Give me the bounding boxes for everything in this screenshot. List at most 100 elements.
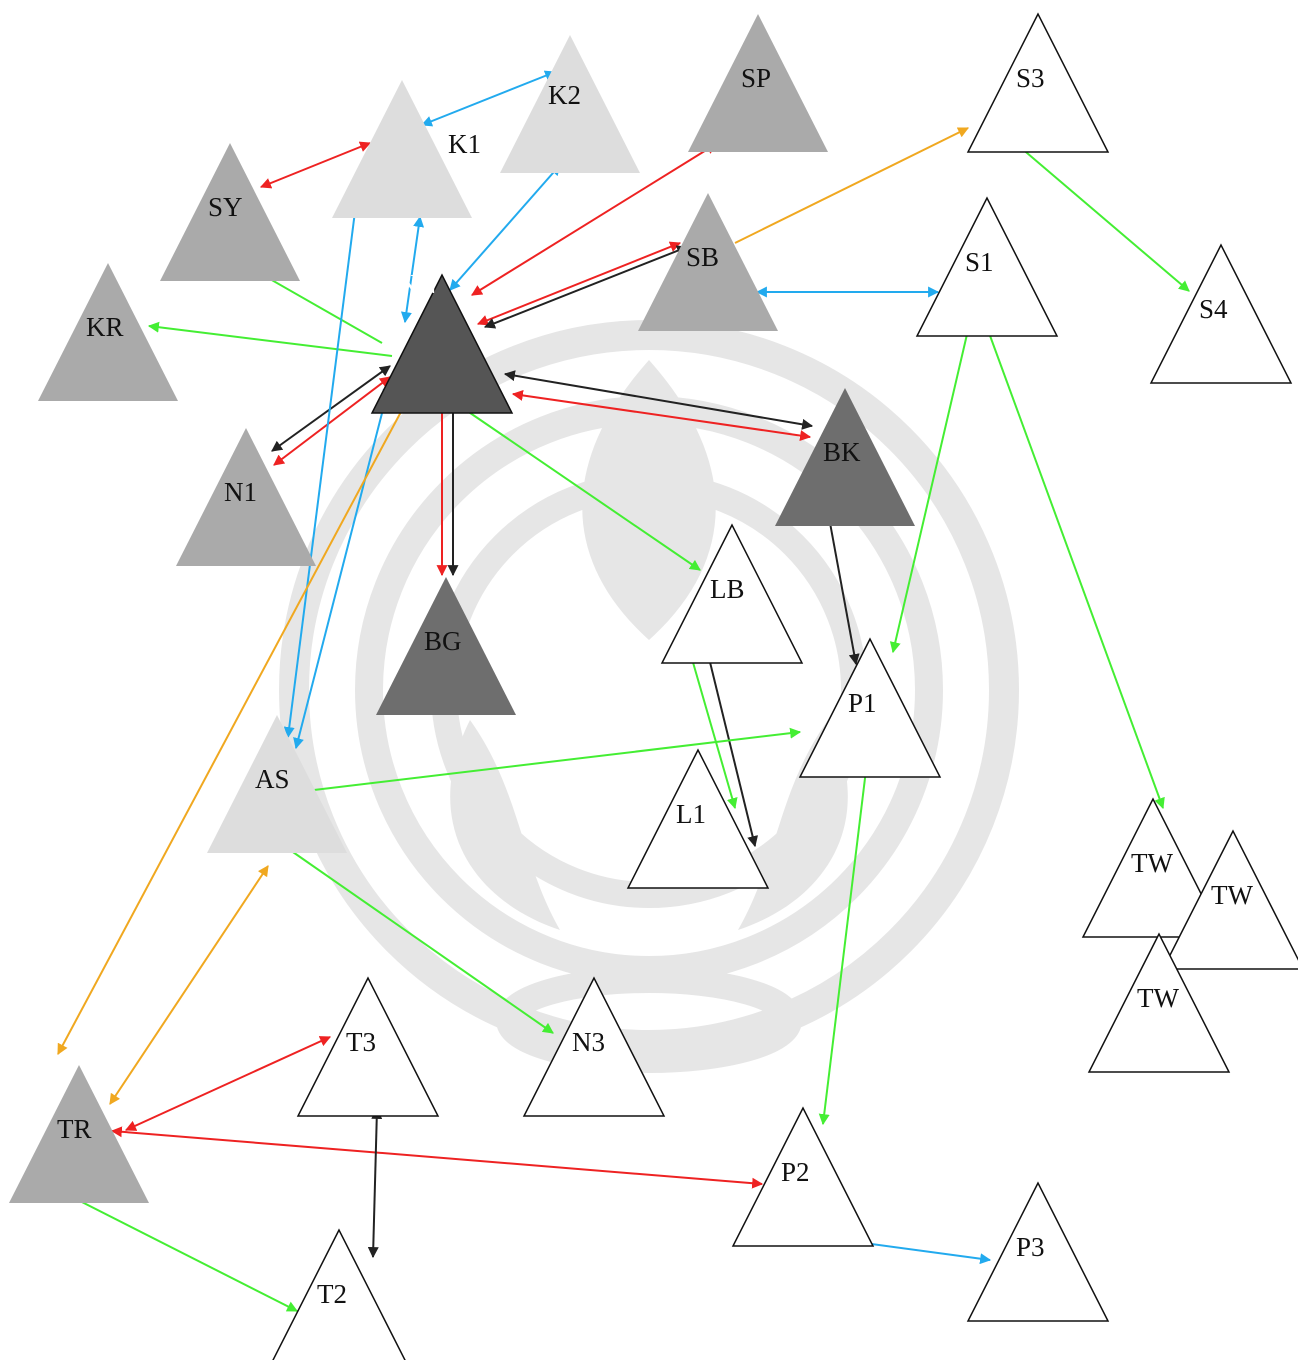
edge-nn-n1-black — [271, 365, 391, 452]
node-p3-label: P3 — [1016, 1232, 1045, 1262]
node-p2-triangle — [731, 1106, 875, 1247]
node-bk-label: BK — [823, 437, 861, 467]
edge-t3-t2 — [367, 1107, 383, 1259]
node-sy-label: SY — [208, 192, 243, 222]
node-as-triangle — [207, 715, 347, 853]
node-t2-triangle — [272, 1228, 406, 1360]
node-tw1-triangle — [1081, 797, 1225, 938]
node-sy: SY — [160, 143, 300, 281]
node-n3-label: N3 — [572, 1027, 605, 1057]
edge-layer — [57, 70, 1190, 1312]
edge-lb-l1-black — [707, 653, 758, 848]
watermark-shape — [496, 967, 802, 1073]
node-p1-label: P1 — [848, 688, 877, 718]
edge-nn-kr — [147, 321, 393, 357]
node-bg: BG — [376, 577, 516, 715]
edge-sb-s3 — [734, 127, 969, 244]
node-lb-triangle — [660, 523, 804, 664]
node-kr-triangle — [38, 263, 178, 401]
node-nn: NN — [370, 269, 514, 414]
edge-sy-k1 — [259, 141, 372, 189]
node-s4: S4 — [1149, 243, 1293, 384]
node-n1-triangle — [176, 428, 316, 566]
node-nn-label: NN — [398, 269, 437, 299]
node-tw3-label: TW — [1137, 983, 1179, 1013]
node-tw1-label: TW — [1131, 848, 1173, 878]
node-nn-triangle — [370, 273, 514, 414]
node-p3-triangle — [966, 1181, 1110, 1322]
node-tw1: TW — [1081, 797, 1225, 938]
node-k2-triangle — [500, 35, 640, 173]
node-tr: TR — [9, 1065, 149, 1203]
watermark-shape — [450, 720, 560, 930]
node-s3: S3 — [966, 12, 1110, 153]
node-s1-triangle — [915, 196, 1059, 337]
node-sb-triangle — [638, 193, 778, 331]
node-p3: P3 — [966, 1181, 1110, 1322]
edge-as-p1 — [313, 727, 802, 791]
edge-k1-k2 — [420, 70, 557, 127]
node-sp-triangle — [688, 14, 828, 152]
node-t3: T3 — [296, 976, 440, 1117]
node-lb: LB — [660, 523, 804, 664]
edge-bk-p1 — [824, 510, 860, 666]
edge-nn-sb-black — [483, 245, 689, 329]
node-n1: N1 — [176, 428, 316, 566]
edge-as-tr — [109, 865, 269, 1105]
node-s3-label: S3 — [1016, 63, 1045, 93]
node-as-label: AS — [255, 764, 290, 794]
node-bg-triangle — [376, 577, 516, 715]
node-as: AS — [207, 715, 347, 853]
edge-lb-l1-green — [689, 651, 738, 810]
node-n3: N3 — [522, 976, 666, 1117]
node-t3-triangle — [296, 976, 440, 1117]
node-kr-label: KR — [86, 312, 124, 342]
node-tw2-triangle — [1161, 829, 1298, 970]
node-sy-triangle — [160, 143, 300, 281]
node-s4-triangle — [1149, 243, 1293, 384]
edge-tr-t3 — [124, 1036, 332, 1131]
edge-p1-p2 — [818, 769, 867, 1126]
node-kr: KR — [38, 263, 178, 401]
node-tw2: TW — [1161, 829, 1298, 970]
node-t2-label: T2 — [317, 1279, 347, 1309]
node-sp: SP — [688, 14, 828, 152]
node-tw3: TW — [1087, 932, 1231, 1073]
node-tr-triangle — [9, 1065, 149, 1203]
node-sp-label: SP — [741, 63, 771, 93]
node-tw2-label: TW — [1211, 880, 1253, 910]
node-sb: SB — [638, 193, 778, 331]
node-t2: T2 — [272, 1228, 406, 1360]
edge-s1-p1 — [889, 329, 969, 654]
node-s1: S1 — [915, 196, 1059, 337]
node-s4-label: S4 — [1199, 294, 1228, 324]
edge-k1-as — [283, 186, 363, 739]
edge-tr-t2 — [71, 1196, 298, 1312]
node-bg-label: BG — [424, 626, 462, 656]
node-k2: K2 — [500, 35, 640, 173]
node-k1-label: K1 — [448, 129, 481, 159]
edge-as-n3 — [289, 849, 554, 1034]
node-p1-triangle — [798, 637, 942, 778]
edge-nn-bk-red — [511, 389, 812, 442]
node-l1: L1 — [626, 748, 770, 889]
node-p1: P1 — [798, 637, 942, 778]
node-layer: NN K1 K2 SP SY KR SB S3 S1 S4 N1 BK BG LB P1 AS L1 TW TW TW… — [9, 12, 1298, 1360]
node-s3-triangle — [966, 12, 1110, 153]
edge-nn-k1 — [400, 215, 425, 324]
node-n3-triangle — [522, 976, 666, 1117]
node-sb-label: SB — [686, 242, 719, 272]
node-p2: P2 — [731, 1106, 875, 1247]
edge-s1-tw — [984, 321, 1165, 810]
node-l1-label: L1 — [676, 799, 706, 829]
edge-nn-lb — [456, 403, 701, 571]
node-bk: BK — [775, 388, 915, 526]
node-tr-label: TR — [57, 1114, 92, 1144]
node-lb-label: LB — [710, 574, 745, 604]
node-tw3-triangle — [1087, 932, 1231, 1073]
node-k1: K1 — [332, 80, 481, 218]
node-p2-label: P2 — [781, 1157, 810, 1187]
node-bk-triangle — [775, 388, 915, 526]
